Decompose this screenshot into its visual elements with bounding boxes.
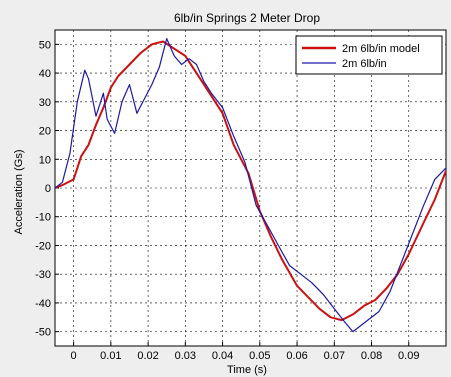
y-axis-label: Acceleration (Gs) bbox=[13, 150, 25, 235]
legend: 2m 6lb/in model 2m 6lb/in bbox=[295, 35, 443, 75]
x-tick-label: 0 bbox=[71, 350, 77, 362]
y-tick-label: 50 bbox=[39, 39, 51, 51]
y-tick-label: -30 bbox=[35, 269, 51, 281]
y-tick-label: -40 bbox=[35, 298, 51, 310]
x-axis: 0 0.01 0.02 0.03 0.04 0.05 0.06 0.07 0.08 0.09 bbox=[71, 342, 419, 362]
y-tick-label: -20 bbox=[35, 240, 51, 252]
x-tick-label: 0.04 bbox=[212, 350, 233, 362]
y-tick-label: -50 bbox=[35, 327, 51, 339]
x-tick-label: 0.09 bbox=[398, 350, 419, 362]
legend-label: 2m 6lb/in bbox=[342, 58, 387, 70]
y-axis: 50 40 30 20 10 0 -10 -20 -30 -40 -50 bbox=[35, 39, 59, 339]
series-model-line bbox=[55, 40, 446, 322]
legend-box bbox=[295, 35, 443, 75]
y-tick-label: -10 bbox=[35, 212, 51, 224]
x-tick-label: 0.08 bbox=[361, 350, 382, 362]
y-tick-label: 10 bbox=[39, 154, 51, 166]
y-tick-label: 30 bbox=[39, 97, 51, 109]
x-tick-label: 0.02 bbox=[137, 350, 158, 362]
legend-label: 2m 6lb/in model bbox=[342, 43, 420, 55]
y-tick-label: 20 bbox=[39, 126, 51, 138]
chart-title: 6lb/in Springs 2 Meter Drop bbox=[174, 11, 320, 25]
x-tick-label: 0.01 bbox=[100, 350, 121, 362]
x-tick-label: 0.03 bbox=[175, 350, 196, 362]
y-tick-label: 0 bbox=[45, 183, 51, 195]
x-tick-label: 0.06 bbox=[286, 350, 307, 362]
x-tick-label: 0.07 bbox=[324, 350, 345, 362]
series-lines bbox=[55, 38, 446, 333]
y-tick-label: 40 bbox=[39, 68, 51, 80]
series-measured-line bbox=[55, 38, 446, 333]
x-axis-label: Time (s) bbox=[227, 364, 267, 376]
x-tick-label: 0.05 bbox=[249, 350, 270, 362]
